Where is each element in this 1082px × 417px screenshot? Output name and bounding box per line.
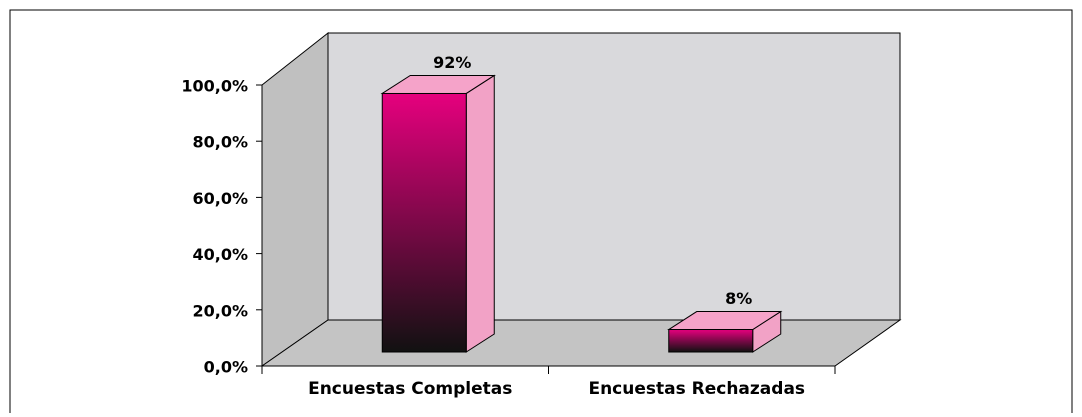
data-label: 8% bbox=[725, 289, 752, 308]
y-tick-label: 0,0% bbox=[204, 358, 248, 377]
y-tick-label: 60,0% bbox=[192, 189, 248, 208]
y-tick-label: 20,0% bbox=[192, 301, 248, 320]
x-tick-label: Encuestas Completas bbox=[308, 379, 512, 399]
y-tick-label: 40,0% bbox=[192, 245, 248, 264]
data-label: 92% bbox=[433, 53, 471, 72]
y-tick-label: 100,0% bbox=[181, 77, 248, 96]
side-wall bbox=[261, 31, 329, 367]
x-tick-label: Encuestas Rechazadas bbox=[588, 379, 805, 399]
floor bbox=[260, 319, 902, 367]
bar bbox=[668, 329, 754, 353]
bar bbox=[381, 92, 467, 353]
y-tick-label: 80,0% bbox=[192, 133, 248, 152]
bar-side bbox=[465, 74, 495, 353]
